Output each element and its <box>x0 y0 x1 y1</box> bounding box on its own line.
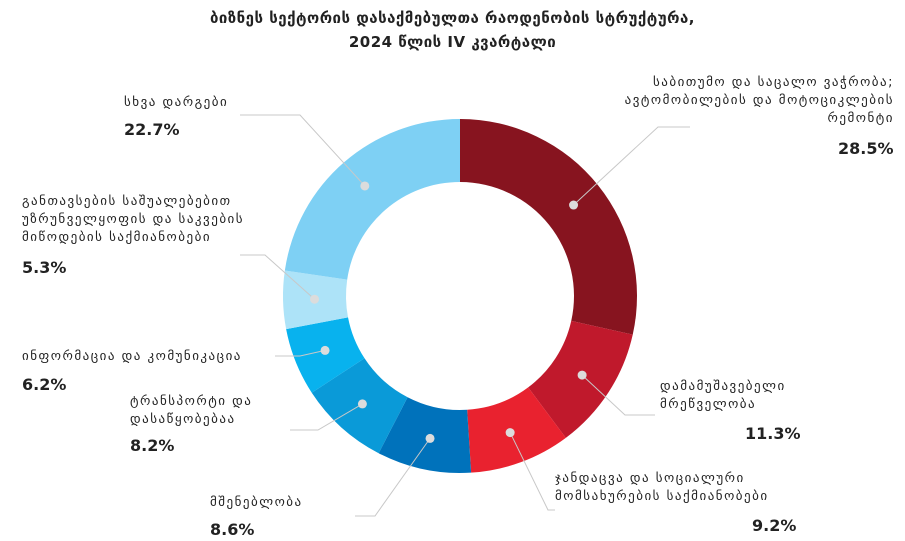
value-label-construction: 8.6% <box>210 520 255 539</box>
leader-line-ict <box>275 349 326 357</box>
value-label-other: 22.7% <box>124 120 180 139</box>
slice-marker-construction <box>425 433 435 443</box>
category-label-construction: მშენებლობა <box>210 495 303 510</box>
chart-title-line-2: 2024 წლის IV კვარტალი <box>348 33 557 51</box>
value-label-transport: 8.2% <box>130 436 175 455</box>
slice-marker-manufacturing <box>577 370 587 380</box>
value-label-accommodation: 5.3% <box>22 258 67 277</box>
slice-marker-transport <box>357 399 367 409</box>
category-label-accommodation: განთავსების საშუალებებით უზრუნველყოფის დ… <box>22 194 245 245</box>
leader-line-construction <box>355 438 431 517</box>
value-label-manufacturing: 11.3% <box>745 424 801 443</box>
value-label-health: 9.2% <box>752 516 797 535</box>
slice-manufacturing <box>528 320 633 438</box>
leader-line-trade <box>573 126 690 206</box>
slice-marker-ict <box>320 345 330 355</box>
slice-marker-trade <box>569 200 579 210</box>
category-label-trade: საბითუმო და საცალო ვაჭრობა; ავტომობილები… <box>624 75 894 126</box>
slice-marker-health <box>505 428 515 438</box>
category-label-transport: ტრანსპორტი და დასაწყობებაა <box>130 394 253 427</box>
leader-line-other <box>240 114 366 187</box>
slice-other <box>284 119 460 280</box>
slice-ict <box>286 317 365 393</box>
category-label-health: ჯანდაცვა და სოციალური მომსახურების საქმი… <box>555 471 769 504</box>
value-label-trade: 28.5% <box>838 139 894 158</box>
category-label-other: სხვა დარგები <box>124 95 229 110</box>
slice-marker-other <box>360 181 370 191</box>
slice-construction <box>378 397 472 473</box>
slice-marker-accommodation <box>310 294 320 304</box>
leader-line-accommodation <box>240 254 315 300</box>
category-label-manufacturing: დამამუშავებელი მრეწველობა <box>660 379 786 412</box>
category-label-ict: ინფორმაცია და კომუნიკაცია <box>22 349 242 364</box>
chart-title-line-1: ბიზნეს სექტორის დასაქმებულთა რაოდენობის … <box>209 9 695 27</box>
leader-line-transport <box>290 403 363 431</box>
leader-line-health <box>509 432 555 511</box>
leader-line-manufacturing <box>581 374 655 416</box>
value-label-ict: 6.2% <box>22 375 67 394</box>
chart-title: ბიზნეს სექტორის დასაქმებულთა რაოდენობის … <box>0 6 905 54</box>
slice-health <box>467 387 566 473</box>
slice-trade <box>460 119 637 335</box>
